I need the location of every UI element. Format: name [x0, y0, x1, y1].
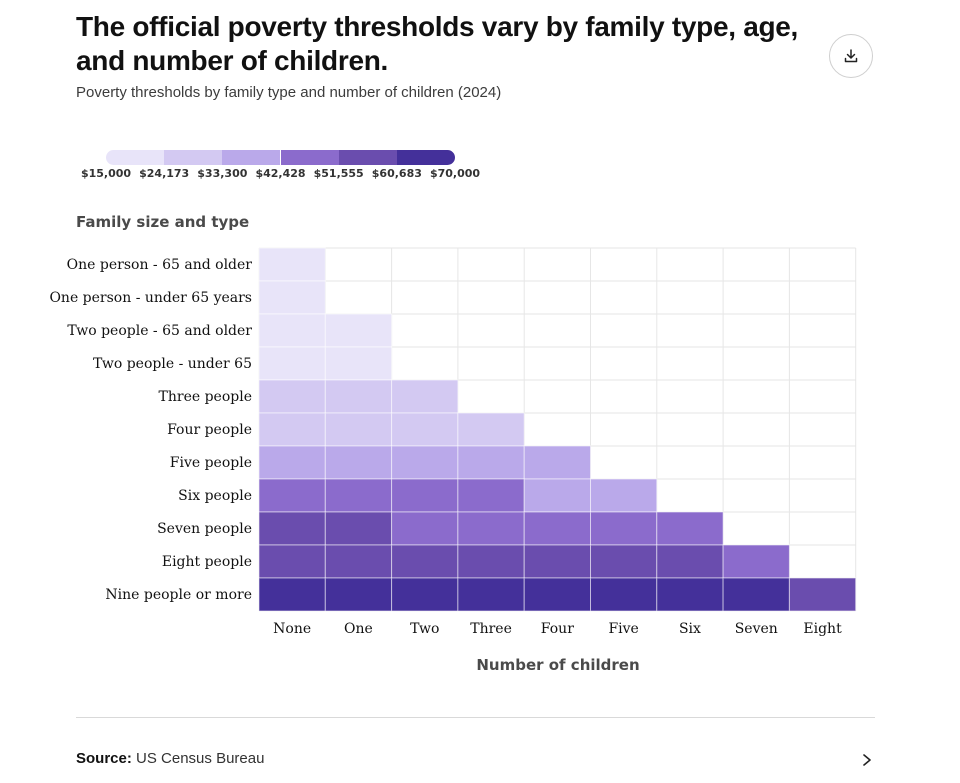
- heatmap-cell: [391, 511, 459, 546]
- legend-label: $60,683: [371, 167, 422, 180]
- heatmap-cell: [391, 379, 459, 414]
- column-label: Six: [678, 621, 701, 637]
- legend-label: $70,000: [429, 167, 481, 180]
- heatmap-cell: [258, 379, 326, 414]
- download-button[interactable]: [829, 34, 873, 78]
- heatmap-cell: [457, 577, 525, 612]
- source-value: US Census Bureau: [136, 750, 265, 767]
- column-label: Two: [410, 621, 440, 637]
- heatmap-cell: [523, 445, 592, 480]
- row-label: One person - 65 and older: [66, 256, 252, 273]
- heatmap-cell: [324, 445, 393, 480]
- heatmap-cell: [722, 544, 790, 579]
- heatmap-cell: [590, 544, 658, 579]
- heatmap-cell: [391, 544, 459, 579]
- column-label: None: [273, 621, 312, 637]
- heatmap-cell: [788, 577, 857, 612]
- source-label: Source:: [76, 750, 132, 767]
- legend-label: $33,300: [197, 167, 248, 180]
- row-label: Six people: [178, 487, 252, 504]
- heatmap-cell: [656, 577, 724, 612]
- heatmap-cell: [523, 577, 592, 612]
- column-label: Seven: [734, 621, 778, 637]
- column-label: Three: [470, 621, 512, 637]
- x-axis-title: Number of children: [476, 656, 640, 674]
- legend-swatch: [106, 150, 165, 165]
- heatmap-cell: [590, 478, 658, 513]
- row-label: One person - under 65 years: [49, 289, 252, 306]
- heatmap-cell: [391, 412, 459, 447]
- heatmap-cell: [391, 478, 459, 513]
- heatmap-cell: [656, 544, 724, 579]
- heatmap-cell: [258, 280, 326, 315]
- legend-label: $42,428: [255, 167, 306, 180]
- legend-swatch: [164, 150, 223, 165]
- heatmap-cell: [391, 445, 459, 480]
- heatmap-cell: [324, 478, 393, 513]
- row-label: Four people: [167, 421, 252, 438]
- heatmap-cell: [523, 478, 592, 513]
- chart-title: The official poverty thresholds vary by …: [76, 11, 799, 76]
- y-axis-title: Family size and type: [76, 213, 250, 231]
- heatmap-cell: [590, 577, 658, 612]
- heatmap-cell: [590, 511, 658, 546]
- legend-label: $15,000: [80, 167, 132, 180]
- heatmap-cell: [258, 511, 326, 546]
- heatmap-cell: [656, 511, 724, 546]
- heatmap-cell: [258, 346, 326, 381]
- legend-swatch: [396, 150, 455, 165]
- column-label: One: [344, 621, 373, 637]
- heatmap-cell: [722, 577, 790, 612]
- heatmap-cell: [258, 247, 326, 282]
- heatmap-cell: [324, 511, 393, 546]
- heatmap-cell: [324, 346, 393, 381]
- legend-label: $51,555: [313, 167, 364, 180]
- column-label: Eight: [803, 621, 842, 637]
- heatmap-cell: [457, 544, 525, 579]
- source-note: Source: US Census Bureau: [76, 750, 264, 767]
- row-label: Nine people or more: [105, 586, 252, 603]
- row-label: Two people - under 65: [93, 355, 252, 372]
- column-label: Five: [608, 621, 639, 637]
- heatmap-cell: [258, 577, 326, 612]
- heatmap-cell: [457, 478, 525, 513]
- heatmap-cell: [324, 577, 393, 612]
- heatmap-cell: [258, 445, 326, 480]
- legend-swatch: [338, 150, 397, 165]
- legend-swatch: [222, 150, 281, 165]
- heatmap-cell: [258, 478, 326, 513]
- row-label: Five people: [169, 454, 252, 471]
- heatmap-cell: [324, 544, 393, 579]
- row-label: Two people - 65 and older: [67, 322, 252, 339]
- heatmap-cell: [324, 379, 393, 414]
- heatmap-cell: [258, 313, 326, 348]
- row-label: Three people: [158, 388, 252, 405]
- divider: [76, 717, 875, 718]
- heatmap-cell: [391, 577, 459, 612]
- heatmap-cell: [457, 445, 525, 480]
- heatmap-cell: [324, 313, 393, 348]
- heatmap-cell: [258, 412, 326, 447]
- legend-label: $24,173: [139, 167, 190, 180]
- legend-swatch: [280, 150, 339, 165]
- chart-subtitle: Poverty thresholds by family type and nu…: [76, 84, 502, 101]
- row-label: Eight people: [161, 553, 252, 570]
- row-label: Seven people: [157, 520, 252, 537]
- heatmap-cell: [324, 412, 393, 447]
- heatmap-cell: [523, 511, 592, 546]
- heatmap-cell: [457, 412, 525, 447]
- download-icon: [844, 49, 858, 63]
- chevron-right-icon[interactable]: [860, 752, 874, 768]
- heatmap-cell: [258, 544, 326, 579]
- heatmap-cell: [523, 544, 592, 579]
- heatmap-cell: [457, 511, 525, 546]
- column-label: Four: [540, 621, 574, 637]
